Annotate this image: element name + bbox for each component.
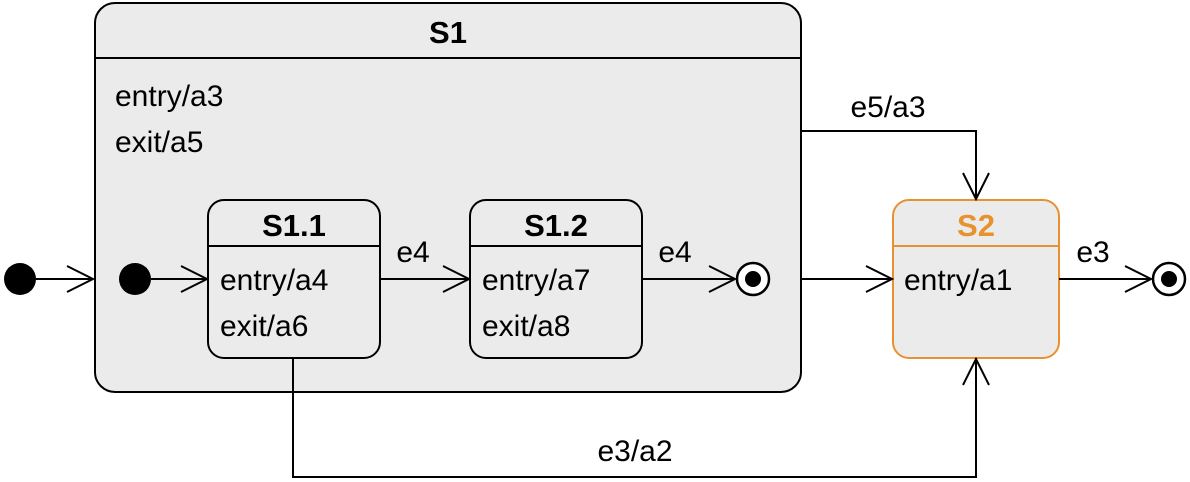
state-s1-2-title: S1.2 bbox=[524, 208, 588, 243]
edge-s1-2-to-final-arrowhead bbox=[708, 265, 738, 293]
state-s1-1-entry: entry/a4 bbox=[220, 264, 328, 297]
state-s1-box bbox=[94, 2, 802, 393]
edge-s1-to-s2-middle-arrowhead bbox=[865, 265, 895, 293]
edge-s1-to-s2-top-arrowhead bbox=[962, 172, 990, 202]
inner-final-node bbox=[735, 261, 771, 297]
state-s1-1: S1.1 entry/a4 exit/a6 bbox=[207, 199, 381, 359]
state-s1-2-exit: exit/a8 bbox=[482, 310, 570, 343]
outer-final-node bbox=[1151, 261, 1187, 297]
state-s1-1-title: S1.1 bbox=[262, 208, 326, 243]
state-s1-1-exit: exit/a6 bbox=[220, 310, 308, 343]
edge-s1-1-to-s2-bottom-label: e3/a2 bbox=[597, 435, 672, 468]
state-s1-title: S1 bbox=[429, 15, 467, 50]
state-s1: S1 entry/a3 exit/a5 bbox=[94, 2, 802, 393]
edge-s1-1-to-s2-bottom bbox=[292, 358, 977, 478]
state-s2: S2 entry/a1 bbox=[892, 199, 1060, 359]
edge-s2-to-final-label: e3 bbox=[1076, 236, 1109, 269]
state-s1-entry: entry/a3 bbox=[115, 80, 223, 113]
state-s2-title: S2 bbox=[957, 208, 995, 243]
edge-s1-1-to-s1-2-arrowhead bbox=[442, 265, 472, 293]
edge-s1-to-s2-top bbox=[801, 130, 977, 199]
state-s2-entry: entry/a1 bbox=[904, 264, 1012, 297]
outer-initial-arrowhead bbox=[66, 265, 96, 293]
state-s1-2: S1.2 entry/a7 exit/a8 bbox=[469, 199, 643, 359]
state-s1-2-entry: entry/a7 bbox=[482, 264, 590, 297]
edge-s1-to-s2-top-label: e5/a3 bbox=[850, 91, 925, 124]
edge-s1-1-to-s2-bottom-arrowhead bbox=[962, 356, 990, 386]
outer-initial-node bbox=[4, 263, 36, 295]
inner-initial-arrowhead bbox=[180, 265, 210, 293]
inner-initial-node bbox=[119, 263, 151, 295]
edge-s2-to-final-arrowhead bbox=[1124, 265, 1154, 293]
edge-s1-2-to-final-label: e4 bbox=[658, 236, 691, 269]
state-s1-exit: exit/a5 bbox=[115, 126, 203, 159]
edge-s1-1-to-s1-2-label: e4 bbox=[396, 236, 429, 269]
